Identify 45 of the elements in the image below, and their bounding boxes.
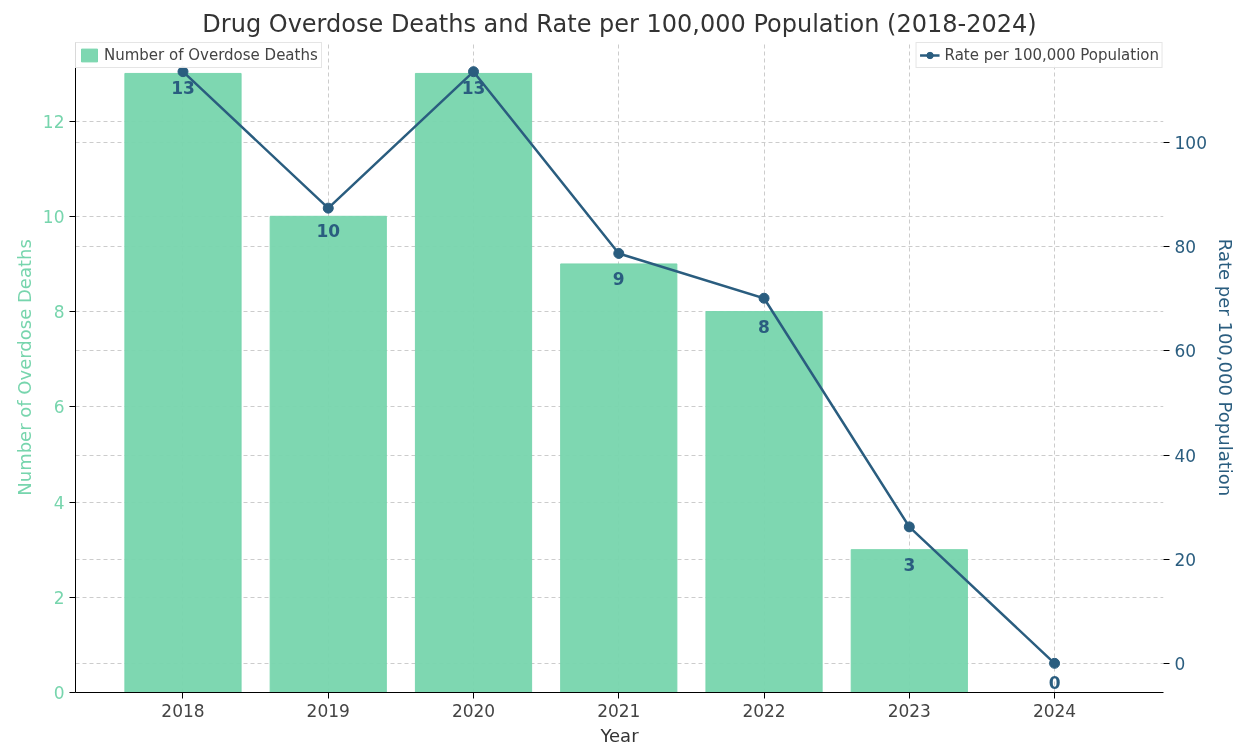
y2-tick-label: 60 [1174,341,1197,362]
y2-tick-label: 0 [1174,653,1186,674]
y2-tick-label: 40 [1174,445,1197,466]
y-tick-label: 0 [53,683,65,703]
y-tick-label: 8 [53,302,65,323]
point [177,66,189,78]
y2-tick-label: 100 [1174,133,1207,153]
y-tick-label: 6 [53,397,65,418]
x-tick-label: 2023 [887,700,931,721]
point [468,66,480,78]
x-tick-label: 2024 [1032,700,1077,721]
data-label: 13 [171,78,195,99]
legend-label: Number of Overdose Deaths [104,46,318,64]
point [1049,657,1061,669]
y2-tick-label: 20 [1174,549,1197,570]
y-tick-label: 4 [53,492,65,513]
y-tick-label: 12 [42,111,65,132]
x-tick-label: 2020 [451,700,496,721]
chart-title: Drug Overdose Deaths and Rate per 100,000 Population (2018-2024) [202,9,1037,38]
point [322,202,334,214]
y-tick-label: 2 [53,587,65,608]
data-label: 8 [758,316,770,337]
x-tick-label: 2019 [306,700,350,721]
y-axis-title: Number of Overdose Deaths [13,239,35,496]
data-label: 9 [612,268,625,289]
bar [414,72,533,693]
data-label: 0 [1048,672,1061,693]
y-tick-label: 10 [42,206,65,227]
x-tick-label: 2018 [161,700,205,721]
x-tick-label: 2021 [597,700,641,721]
bar [269,215,387,693]
legend-label: Rate per 100,000 Population [944,46,1159,64]
bar [560,263,678,693]
point [903,521,915,533]
bar [705,311,823,693]
y2-axis-title: Rate per 100,000 Population [1214,238,1236,497]
x-tick-label: 2022 [742,700,786,721]
bar [850,549,968,693]
y2-tick-label: 80 [1174,237,1197,258]
data-label: 10 [316,221,341,242]
point [613,247,625,259]
data-label: 3 [903,554,916,575]
point [758,292,770,304]
bar [124,72,242,693]
x-axis-title: Year [599,724,640,746]
